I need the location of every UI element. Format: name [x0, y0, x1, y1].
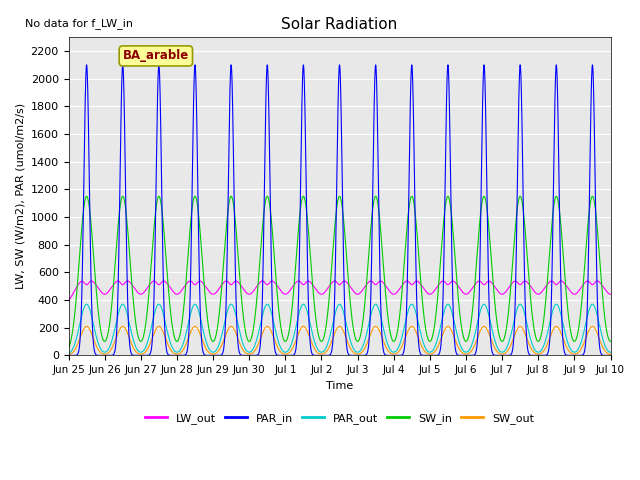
SW_in	[555, 204, 563, 210]
Y-axis label: LW, SW (W/m2), PAR (umol/m2/s): LW, SW (W/m2), PAR (umol/m2/s)	[15, 103, 25, 289]
Line: LW_out: LW_out	[68, 281, 611, 300]
SW_out	[607, 351, 614, 357]
PAR_out	[402, 318, 410, 324]
PAR_in	[83, 62, 90, 68]
PAR_out	[606, 349, 614, 355]
SW_out	[606, 351, 614, 357]
PAR_in	[606, 352, 614, 358]
PAR_out	[555, 305, 563, 311]
SW_in	[607, 338, 614, 344]
PAR_out	[607, 349, 614, 355]
SW_in	[402, 241, 410, 247]
SW_out	[589, 324, 596, 329]
PAR_in	[392, 352, 400, 358]
PAR_out	[392, 348, 400, 354]
Line: SW_in: SW_in	[68, 196, 611, 348]
LW_out	[607, 291, 614, 297]
LW_out	[392, 290, 400, 296]
PAR_out	[216, 339, 224, 345]
SW_out	[402, 334, 410, 339]
PAR_out	[589, 301, 596, 307]
Line: SW_out: SW_out	[68, 326, 611, 355]
Legend: LW_out, PAR_in, PAR_out, SW_in, SW_out: LW_out, PAR_in, PAR_out, SW_in, SW_out	[140, 408, 539, 429]
PAR_in	[402, 326, 410, 332]
SW_out	[392, 351, 400, 357]
SW_in	[589, 193, 596, 199]
PAR_in	[607, 352, 614, 358]
SW_in	[180, 295, 188, 301]
Text: No data for f_LW_in: No data for f_LW_in	[25, 18, 133, 29]
LW_out	[606, 291, 614, 297]
PAR_in	[65, 352, 72, 358]
Line: PAR_in: PAR_in	[68, 65, 611, 355]
SW_out	[180, 344, 188, 350]
SW_in	[65, 346, 72, 351]
LW_out	[181, 283, 189, 289]
Title: Solar Radiation: Solar Radiation	[282, 17, 397, 32]
LW_out	[160, 278, 168, 284]
SW_in	[392, 334, 400, 340]
PAR_in	[556, 185, 563, 191]
SW_in	[606, 338, 614, 344]
PAR_in	[216, 352, 224, 358]
SW_out	[65, 352, 72, 358]
SW_out	[555, 326, 563, 332]
SW_in	[216, 305, 224, 311]
PAR_out	[65, 351, 72, 357]
LW_out	[65, 298, 72, 303]
LW_out	[216, 284, 224, 290]
SW_out	[216, 346, 224, 352]
LW_out	[556, 279, 563, 285]
Text: BA_arable: BA_arable	[123, 49, 189, 62]
PAR_out	[180, 336, 188, 342]
Line: PAR_out: PAR_out	[68, 304, 611, 354]
LW_out	[402, 278, 410, 284]
PAR_in	[181, 352, 189, 358]
X-axis label: Time: Time	[326, 381, 353, 391]
